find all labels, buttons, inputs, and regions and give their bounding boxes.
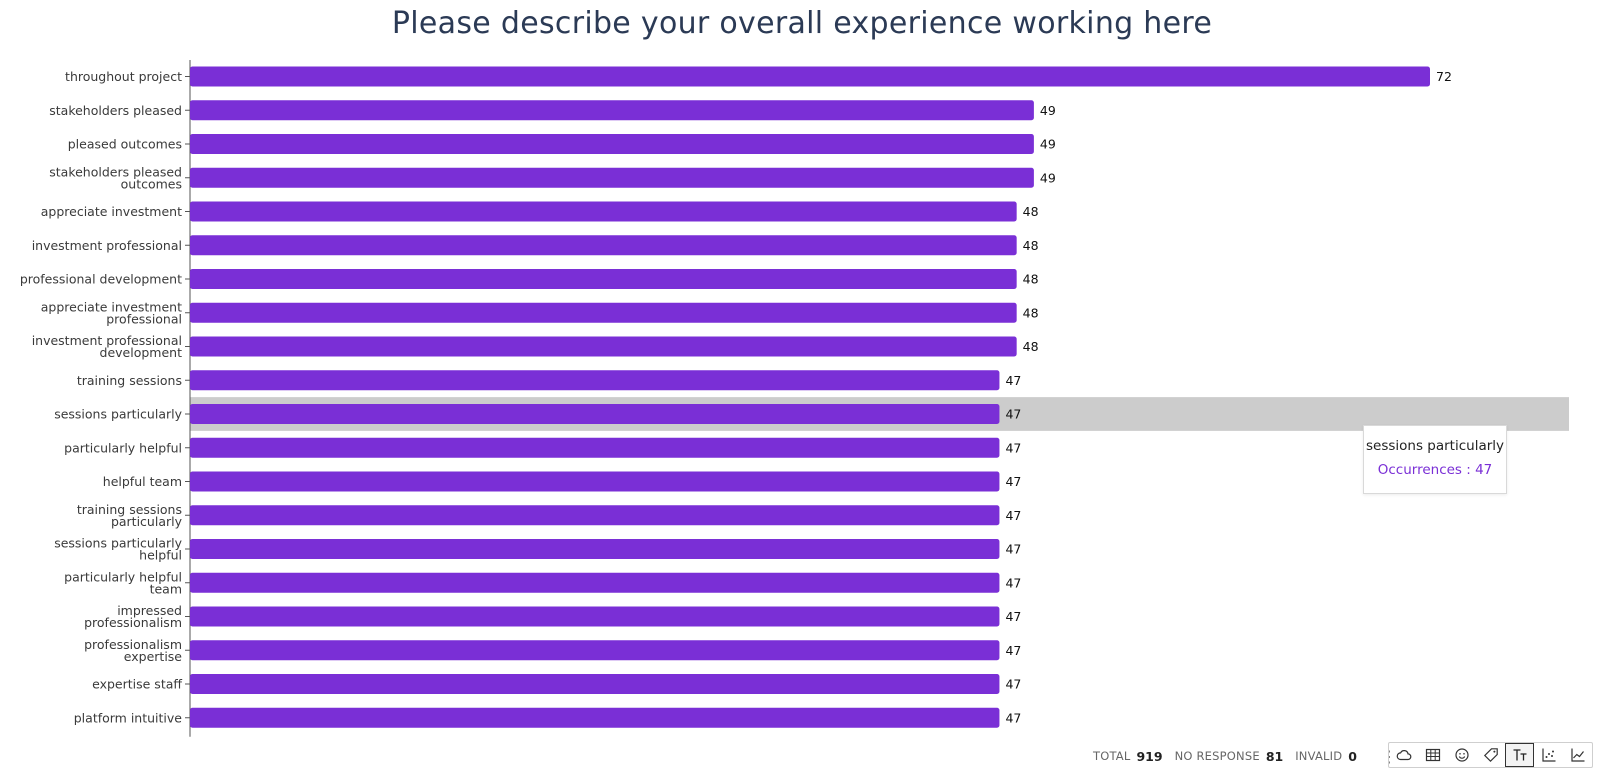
value-label: 47 bbox=[1005, 677, 1021, 692]
bar bbox=[190, 370, 1000, 391]
value-label: 48 bbox=[1023, 339, 1039, 354]
category-label: helpful team bbox=[103, 474, 182, 489]
category-label: investment professional development bbox=[32, 333, 182, 360]
bar bbox=[190, 201, 1017, 222]
bar bbox=[190, 66, 1430, 87]
value-label: 48 bbox=[1023, 272, 1039, 287]
invalid-label: INVALID bbox=[1295, 749, 1343, 763]
bar bbox=[190, 302, 1017, 323]
table-icon[interactable] bbox=[1418, 743, 1447, 767]
value-label: 47 bbox=[1005, 407, 1021, 422]
value-label: 48 bbox=[1023, 305, 1039, 320]
value-label: 47 bbox=[1005, 609, 1021, 624]
value-label: 47 bbox=[1005, 508, 1021, 523]
value-label: 72 bbox=[1436, 69, 1452, 84]
category-label: training sessions bbox=[77, 373, 182, 388]
category-label: sessions particularly helpful bbox=[54, 536, 182, 563]
scatter-chart-icon[interactable] bbox=[1534, 743, 1563, 767]
value-label: 48 bbox=[1023, 204, 1039, 219]
value-label: 47 bbox=[1005, 474, 1021, 489]
category-label: platform intuitive bbox=[74, 710, 183, 725]
category-label: impressed professionalism bbox=[84, 603, 182, 630]
smiley-icon[interactable] bbox=[1447, 743, 1476, 767]
bar bbox=[190, 640, 1000, 661]
value-label: 49 bbox=[1040, 137, 1056, 152]
category-label: investment professional bbox=[32, 238, 182, 253]
category-label: professionalism expertise bbox=[84, 637, 182, 664]
bar bbox=[190, 269, 1017, 289]
tag-icon[interactable] bbox=[1476, 743, 1505, 767]
value-label: 49 bbox=[1040, 170, 1056, 185]
bar bbox=[190, 134, 1034, 154]
value-label: 47 bbox=[1005, 542, 1021, 557]
chart-tooltip: sessions particularly Occurrences : 47 bbox=[1363, 425, 1507, 494]
value-label: 48 bbox=[1023, 238, 1039, 253]
category-label: stakeholders pleased outcomes bbox=[49, 164, 182, 191]
category-label: particularly helpful bbox=[64, 440, 182, 455]
total-value: 919 bbox=[1136, 748, 1163, 764]
category-label: throughout project bbox=[65, 69, 182, 84]
chart-type-toolbar bbox=[1388, 742, 1593, 768]
bar-chart: 72 throughout project 49 stakeholders pleas… bbox=[20, 60, 1569, 737]
category-label: appreciate investment bbox=[41, 204, 182, 219]
invalid-value: 0 bbox=[1348, 748, 1357, 764]
category-label: stakeholders pleased bbox=[49, 103, 182, 118]
category-label: sessions particularly bbox=[54, 407, 182, 422]
category-label: professional development bbox=[20, 272, 182, 287]
total-label: TOTAL bbox=[1093, 749, 1131, 763]
bar bbox=[190, 437, 1000, 458]
bar bbox=[190, 572, 1000, 593]
value-label: 47 bbox=[1005, 440, 1021, 455]
no-response-value: 81 bbox=[1265, 748, 1284, 764]
bar bbox=[190, 606, 1000, 627]
value-label: 47 bbox=[1005, 710, 1021, 725]
bar bbox=[190, 235, 1017, 256]
value-label: 49 bbox=[1040, 103, 1056, 118]
no-response-label: NO RESPONSE bbox=[1174, 749, 1260, 763]
chart-title: Please describe your overall experience … bbox=[391, 6, 1213, 41]
tooltip-value: Occurrences : 47 bbox=[1377, 462, 1493, 478]
bar bbox=[190, 471, 1000, 492]
value-label: 47 bbox=[1005, 373, 1021, 388]
tooltip-title: sessions particularly bbox=[1365, 438, 1505, 454]
bar bbox=[190, 505, 1000, 526]
category-label: pleased outcomes bbox=[68, 137, 182, 152]
value-label: 47 bbox=[1005, 643, 1021, 658]
bar bbox=[190, 100, 1034, 121]
bar bbox=[190, 404, 1000, 424]
text-size-icon[interactable] bbox=[1505, 743, 1534, 767]
bar bbox=[190, 167, 1034, 188]
bar bbox=[190, 707, 1000, 728]
bar bbox=[190, 539, 1000, 559]
bar bbox=[190, 336, 1017, 357]
response-stats: TOTAL 919 NO RESPONSE 81 INVALID 0 ⋮ bbox=[1093, 745, 1397, 767]
category-label: expertise staff bbox=[92, 677, 182, 692]
category-label: training sessions particularly bbox=[77, 502, 183, 529]
line-chart-icon[interactable] bbox=[1563, 743, 1592, 767]
bar bbox=[190, 674, 1000, 694]
cloud-icon[interactable] bbox=[1389, 743, 1418, 767]
category-label: particularly helpful team bbox=[64, 569, 182, 596]
category-label: appreciate investment professional bbox=[41, 299, 182, 326]
value-label: 47 bbox=[1005, 575, 1021, 590]
